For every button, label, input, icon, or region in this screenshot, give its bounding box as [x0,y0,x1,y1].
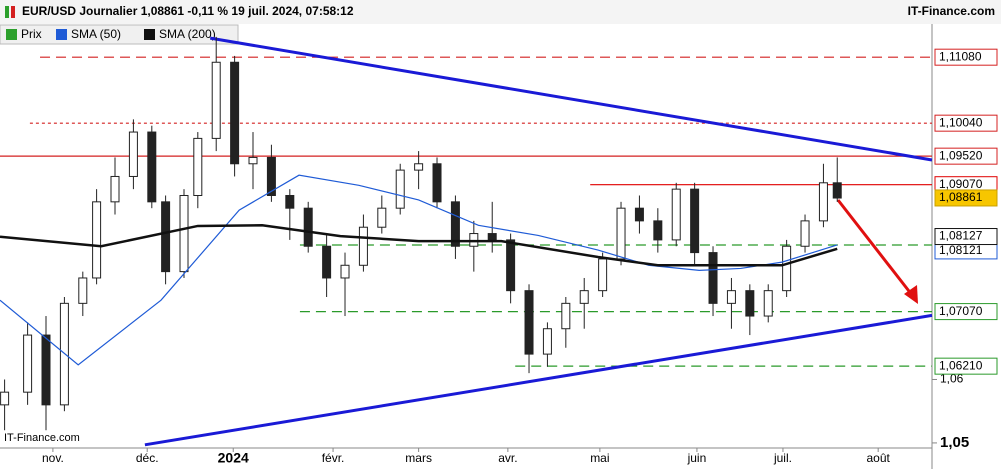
price-tag-label: 1,10040 [939,115,983,129]
candle-body [634,207,644,222]
candle-body [506,239,516,292]
candle-body [41,334,51,406]
candle-body [358,226,368,266]
candle-body [110,175,120,203]
candle-body [230,61,240,165]
candle-body [303,207,313,247]
x-tick-label: 2024 [218,450,249,466]
candle-body [561,302,571,330]
legend-swatch [144,29,155,40]
y-tick-label: 1,05 [940,434,969,451]
header-bar [0,0,1001,24]
icon [11,6,15,18]
chart-title: EUR/USD Journalier 1,08861 -0,11 % 19 ju… [22,4,354,18]
trendline [209,36,933,162]
icon [5,6,9,18]
candle-body [524,290,534,355]
watermark: IT-Finance.com [4,432,80,444]
source: IT-Finance.com [908,4,995,18]
price-tag-label: 1,08121 [939,243,983,257]
candle-body [179,194,189,273]
y-tick-label: 1,06 [940,372,964,386]
candle-body [690,188,700,254]
candle-body [708,252,718,304]
price-tag-label: 1,09070 [939,177,983,191]
x-tick-label: mars [405,451,432,465]
candle-body [248,156,258,165]
candle-body [653,220,663,241]
x-tick-label: juil. [773,451,792,465]
legend-label: SMA (200) [159,27,216,41]
price-tag [934,228,998,246]
candle-body [671,188,681,241]
candle-body [763,290,773,317]
candle-body [23,334,33,393]
price-tag-label: 1,07070 [939,304,983,318]
x-tick-label: juin [687,451,707,465]
candle-body [193,137,203,196]
candle-body [487,233,497,241]
legend-label: Prix [21,27,42,41]
price-tag [934,114,998,132]
legend-swatch [6,29,17,40]
candle-body [285,194,295,209]
candle-body [542,328,552,355]
price-tag [934,303,998,321]
candle-body [211,61,221,139]
last-price-label: 1,08861 [939,190,983,204]
sma-line [0,174,838,366]
candle-body [340,264,350,279]
candle-body [579,290,589,304]
candle-body [266,156,276,196]
candle-body [432,163,442,203]
candle-body [832,182,842,199]
arrow-head [904,285,918,304]
candle-body [745,290,755,317]
candle-body [414,163,424,171]
x-tick-label: févr. [322,451,345,465]
price-tag-label: 1,06210 [939,358,983,372]
price-tag-label: 1,09520 [939,148,983,162]
price-tag [934,357,998,375]
candle-body [0,391,10,406]
candle-body [128,131,138,177]
price-tag [934,147,998,165]
last-price-tag [934,189,998,207]
candle-body [598,258,608,292]
candle-body [450,201,460,247]
x-tick-label: déc. [136,451,159,465]
price-tag-label: 1,08127 [939,229,983,243]
arrow [836,199,914,296]
price-tag [934,48,998,66]
legend: Prix SMA (50) SMA (200) [0,24,239,45]
candle-body [726,290,736,304]
candle-body [800,220,810,247]
candle-body [782,245,792,292]
x-tick-label: avr. [498,451,517,465]
x-tick-label: nov. [42,451,64,465]
candle-body [78,277,88,304]
price-tag-label: 1,11080 [939,49,982,63]
candle-body [92,201,102,279]
candle-body [616,207,626,260]
candle-body [818,182,828,222]
x-tick-label: mai [590,451,609,465]
candle-body [395,169,405,209]
candle-body [147,131,157,203]
candle-body [469,233,479,247]
legend-swatch [56,29,67,40]
x-tick-label: août [866,451,890,465]
trendline [144,313,933,447]
candle-body [377,207,387,228]
candle-body [161,201,171,273]
candle-body [322,245,332,279]
sma-line [0,224,838,267]
legend-label: SMA (50) [71,27,121,41]
